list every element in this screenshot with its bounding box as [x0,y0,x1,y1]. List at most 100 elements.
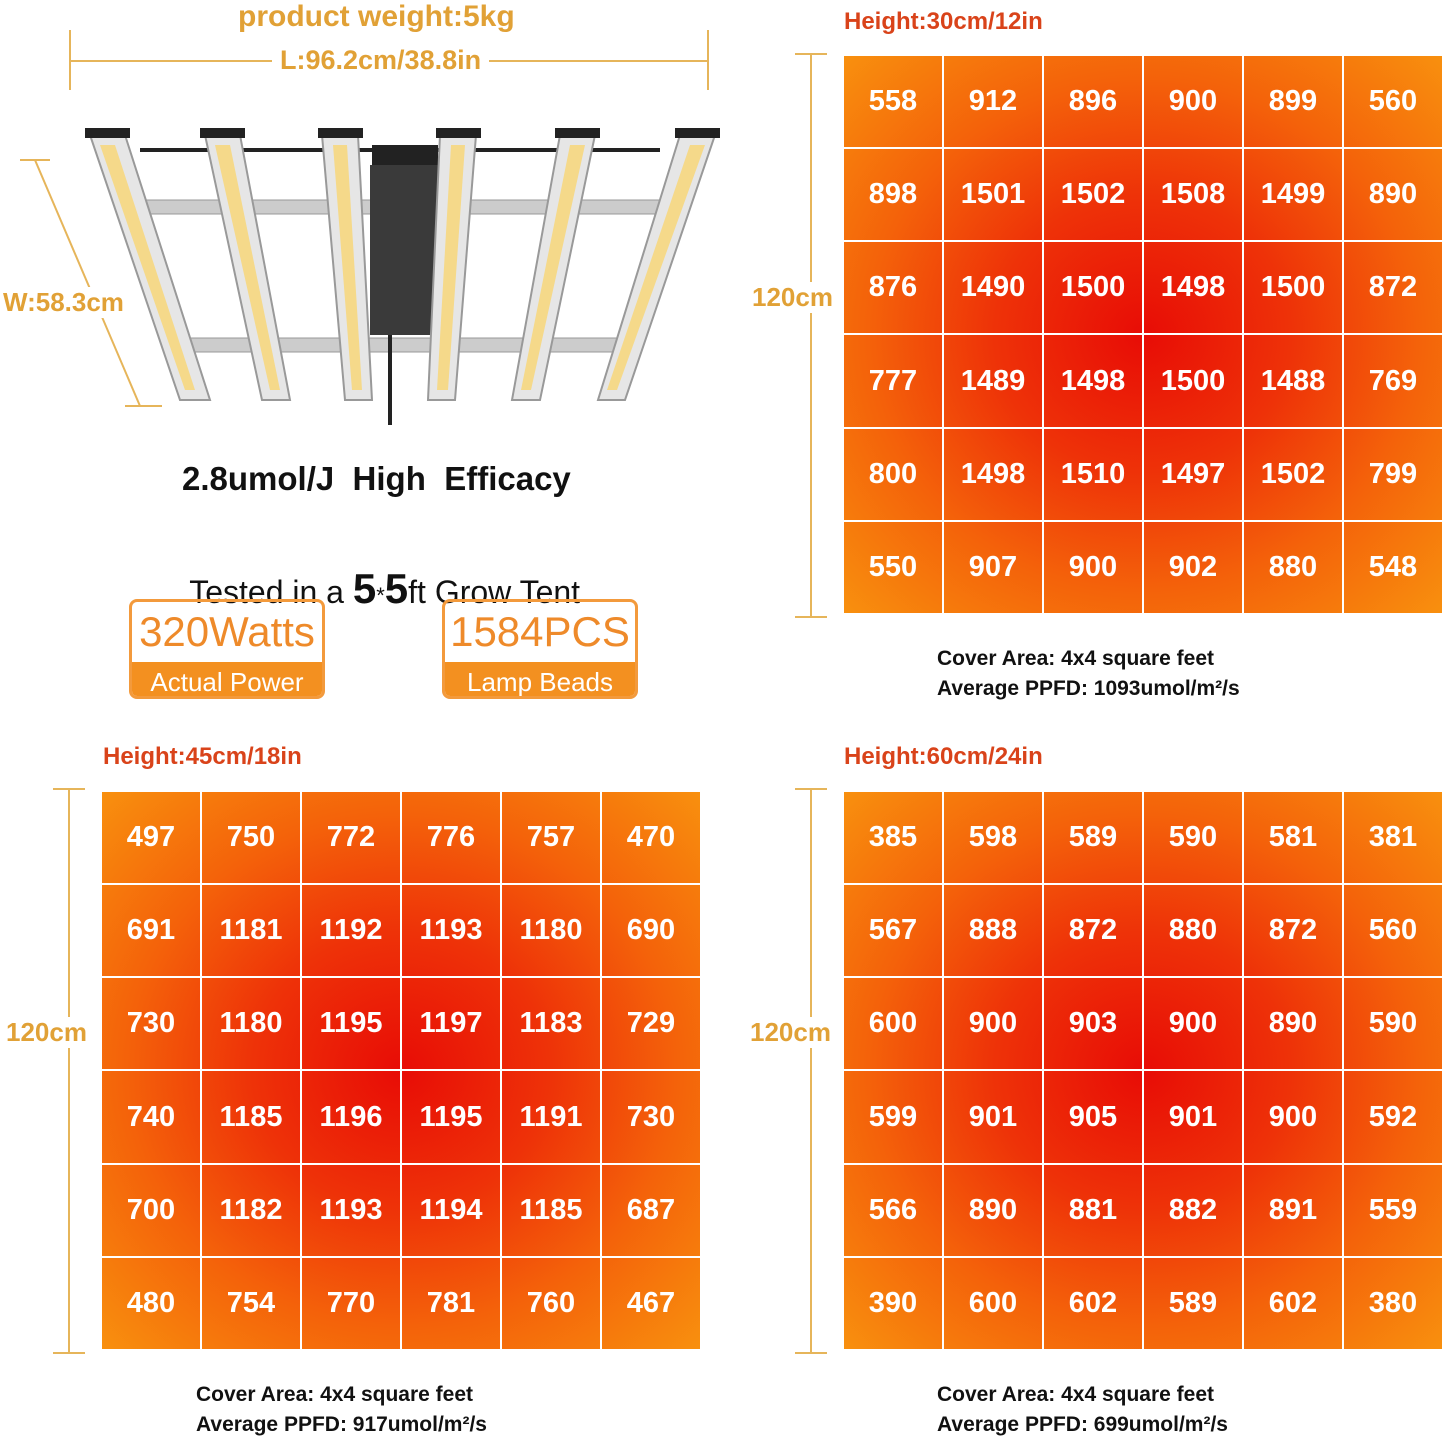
ppfd-cell: 770 [300,1255,402,1351]
ruler-tick-bottom [53,1352,85,1354]
side-ruler [810,788,812,1352]
map-title: Height:30cm/12in [844,8,1043,35]
ppfd-cell: 872 [1342,240,1444,336]
ppfd-cell: 1490 [942,240,1044,336]
ppfd-cell: 385 [842,789,944,886]
tent-size-b: 5 [384,565,409,612]
ppfd-cell: 905 [1042,1069,1144,1165]
lamp-beads-label: Lamp Beads [445,662,635,696]
ppfd-grid: 497 750 772 776 757 470 691 1181 1192 1193 1180 690… [100,789,702,1351]
ppfd-cell: 900 [1142,53,1244,150]
ppfd-cell: 560 [1342,53,1444,150]
ppfd-cell: 900 [1142,976,1244,1072]
lamp-beads-value: 1584PCS [450,608,630,655]
side-ruler [810,53,812,616]
ruler-tick-top [795,53,827,55]
ruler-tick-bottom [795,1352,827,1354]
ppfd-cell: 1185 [200,1069,302,1165]
ppfd-cell: 567 [842,883,944,979]
grow-light-fixture-image [20,128,720,425]
cover-area: Cover Area: 4x4 square feet [937,1383,1215,1406]
ppfd-cell: 1196 [300,1069,402,1165]
ppfd-cell: 1502 [1242,426,1344,522]
ppfd-cell: 912 [942,53,1044,150]
ppfd-cell: 470 [600,789,702,886]
ppfd-cell: 907 [942,519,1044,615]
ppfd-cell: 769 [1342,333,1444,429]
ppfd-cell: 882 [1142,1162,1244,1258]
ppfd-cell: 1510 [1042,426,1144,522]
ppfd-cell: 600 [942,1255,1044,1351]
average-ppfd: Average PPFD: 699umol/m²/s [937,1413,1228,1436]
ppfd-cell: 1180 [500,883,602,979]
ppfd-cell: 772 [300,789,402,886]
ppfd-cell: 602 [1042,1255,1144,1351]
ppfd-cell: 589 [1142,1255,1244,1351]
ppfd-cell: 598 [942,789,1044,886]
ppfd-cell: 1195 [300,976,402,1072]
cover-area: Cover Area: 4x4 square feet [937,647,1215,670]
ppfd-cell: 888 [942,883,1044,979]
ppfd-cell: 700 [100,1162,202,1258]
ppfd-cell: 1502 [1042,147,1144,243]
ppfd-cell: 1497 [1142,426,1244,522]
ppfd-cell: 898 [842,147,944,243]
ppfd-cell: 590 [1342,976,1444,1072]
ppfd-cell: 600 [842,976,944,1072]
tested-prefix: Tested in a [189,574,353,610]
heat-gradient [844,56,1442,613]
ppfd-grid: 558 912 896 900 899 560 898 1501 1502 1508 1499 890… [842,53,1444,615]
map-title: Height:60cm/24in [844,743,1043,770]
ppfd-cell: 560 [1342,883,1444,979]
ppfd-cell: 691 [100,883,202,979]
ppfd-cell: 876 [842,240,944,336]
average-ppfd: Average PPFD: 917umol/m²/s [196,1413,487,1436]
ppfd-cell: 1195 [400,1069,502,1165]
ppfd-cell: 900 [942,976,1044,1072]
ppfd-cell: 1498 [942,426,1044,522]
average-ppfd: Average PPFD: 1093umol/m²/s [937,677,1240,700]
ppfd-cell: 1488 [1242,333,1344,429]
tent-size-separator: * [376,583,385,608]
ppfd-cell: 390 [842,1255,944,1351]
ppfd-cell: 896 [1042,53,1144,150]
ppfd-cell: 1500 [1142,333,1244,429]
map-caption: Cover Area: 4x4 square feet Average PPFD:… [937,644,1240,704]
ppfd-cell: 900 [1042,519,1144,615]
ppfd-cell: 799 [1342,426,1444,522]
ppfd-cell: 381 [1342,789,1444,886]
ppfd-cell: 1508 [1142,147,1244,243]
ppfd-cell: 1501 [942,147,1044,243]
ppfd-cell: 467 [600,1255,702,1351]
tent-size-a: 5 [352,565,377,612]
ppfd-cell: 890 [1242,976,1344,1072]
ppfd-cell: 872 [1042,883,1144,979]
ppfd-cell: 550 [842,519,944,615]
ppfd-cell: 872 [1242,883,1344,979]
ppfd-cell: 740 [100,1069,202,1165]
ppfd-cell: 687 [600,1162,702,1258]
ppfd-cell: 566 [842,1162,944,1258]
ppfd-cell: 1193 [400,883,502,979]
ppfd-cell: 880 [1242,519,1344,615]
length-tick-left [69,30,71,90]
ppfd-cell: 602 [1242,1255,1344,1351]
ppfd-cell: 901 [1142,1069,1244,1165]
ppfd-cell: 558 [842,53,944,150]
ppfd-cell: 480 [100,1255,202,1351]
ppfd-cell: 1489 [942,333,1044,429]
ppfd-cell: 757 [500,789,602,886]
width-label: W:58.3cm [3,287,124,318]
ppfd-cell: 754 [200,1255,302,1351]
length-tick-right [707,30,709,90]
ppfd-cell: 729 [600,976,702,1072]
ppfd-grid: 385 598 589 590 581 381 567 888 872 880 872 560 600 9… [842,789,1444,1351]
ppfd-cell: 776 [400,789,502,886]
ppfd-cell: 589 [1042,789,1144,886]
ppfd-cell: 1499 [1242,147,1344,243]
map-title: Height:45cm/18in [103,743,302,770]
ppfd-cell: 890 [942,1162,1044,1258]
ppfd-cell: 1192 [300,883,402,979]
ppfd-cell: 1191 [500,1069,602,1165]
cover-area: Cover Area: 4x4 square feet [196,1383,474,1406]
